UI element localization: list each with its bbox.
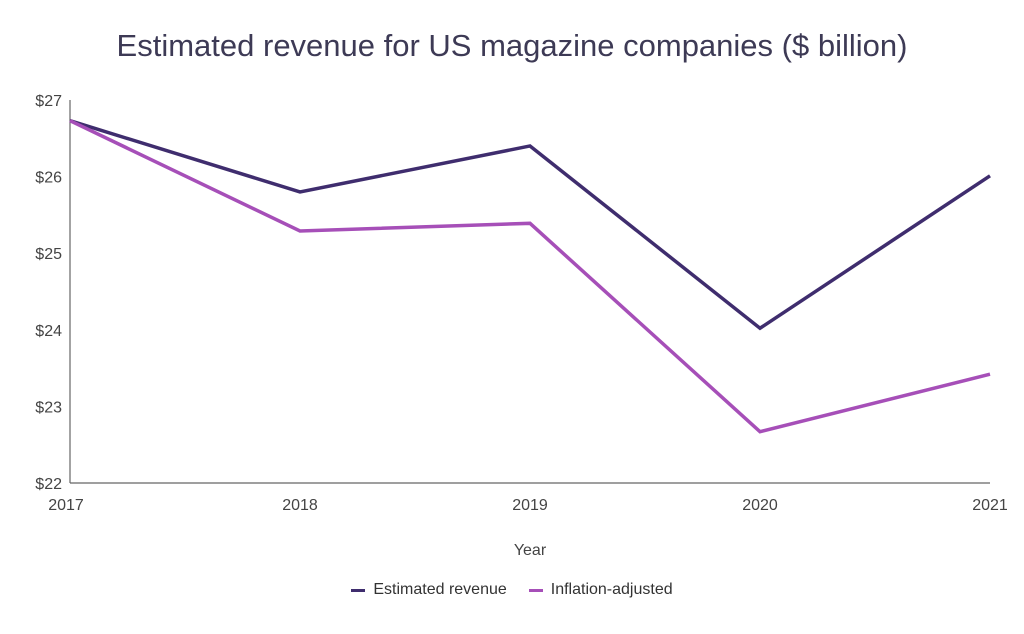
chart-title: Estimated revenue for US magazine compan…: [116, 28, 908, 63]
series-line-inflation-adjusted: [69, 119, 991, 434]
legend-label: Inflation-adjusted: [550, 581, 673, 598]
x-tick-label: 2019: [512, 497, 548, 514]
y-tick-label: $22: [35, 476, 62, 493]
x-axis-label: Year: [514, 542, 547, 559]
legend-item-inflation-adjusted: Inflation-adjusted: [528, 581, 673, 599]
y-tick-label: $27: [35, 93, 62, 110]
x-tick-label: 2021: [972, 497, 1008, 514]
legend-swatch: [351, 588, 366, 592]
legend-swatch: [528, 588, 543, 592]
legend: Estimated revenue Inflation-adjusted: [0, 581, 1024, 599]
x-tick-label: 2018: [282, 497, 318, 514]
y-tick-label: $24: [35, 323, 62, 340]
x-tick-label: 2017: [48, 497, 84, 514]
y-tick-label: $25: [35, 246, 62, 263]
legend-label: Estimated revenue: [373, 581, 507, 598]
x-tick-label: 2020: [742, 497, 778, 514]
legend-item-estimated-revenue: Estimated revenue: [351, 581, 507, 599]
y-tick-label: $26: [35, 170, 62, 187]
y-tick-label: $23: [35, 399, 62, 416]
